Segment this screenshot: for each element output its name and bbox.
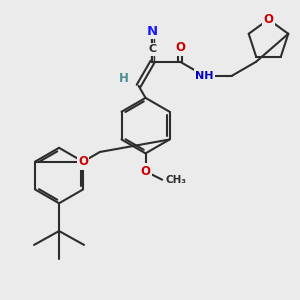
Text: C: C	[148, 44, 157, 54]
Text: O: O	[263, 13, 274, 26]
Text: O: O	[140, 165, 151, 178]
Text: H: H	[118, 72, 128, 86]
Text: O: O	[175, 41, 185, 55]
Text: CH₃: CH₃	[165, 175, 186, 185]
Text: O: O	[78, 155, 88, 168]
Text: NH: NH	[195, 71, 214, 81]
Text: N: N	[147, 25, 158, 38]
